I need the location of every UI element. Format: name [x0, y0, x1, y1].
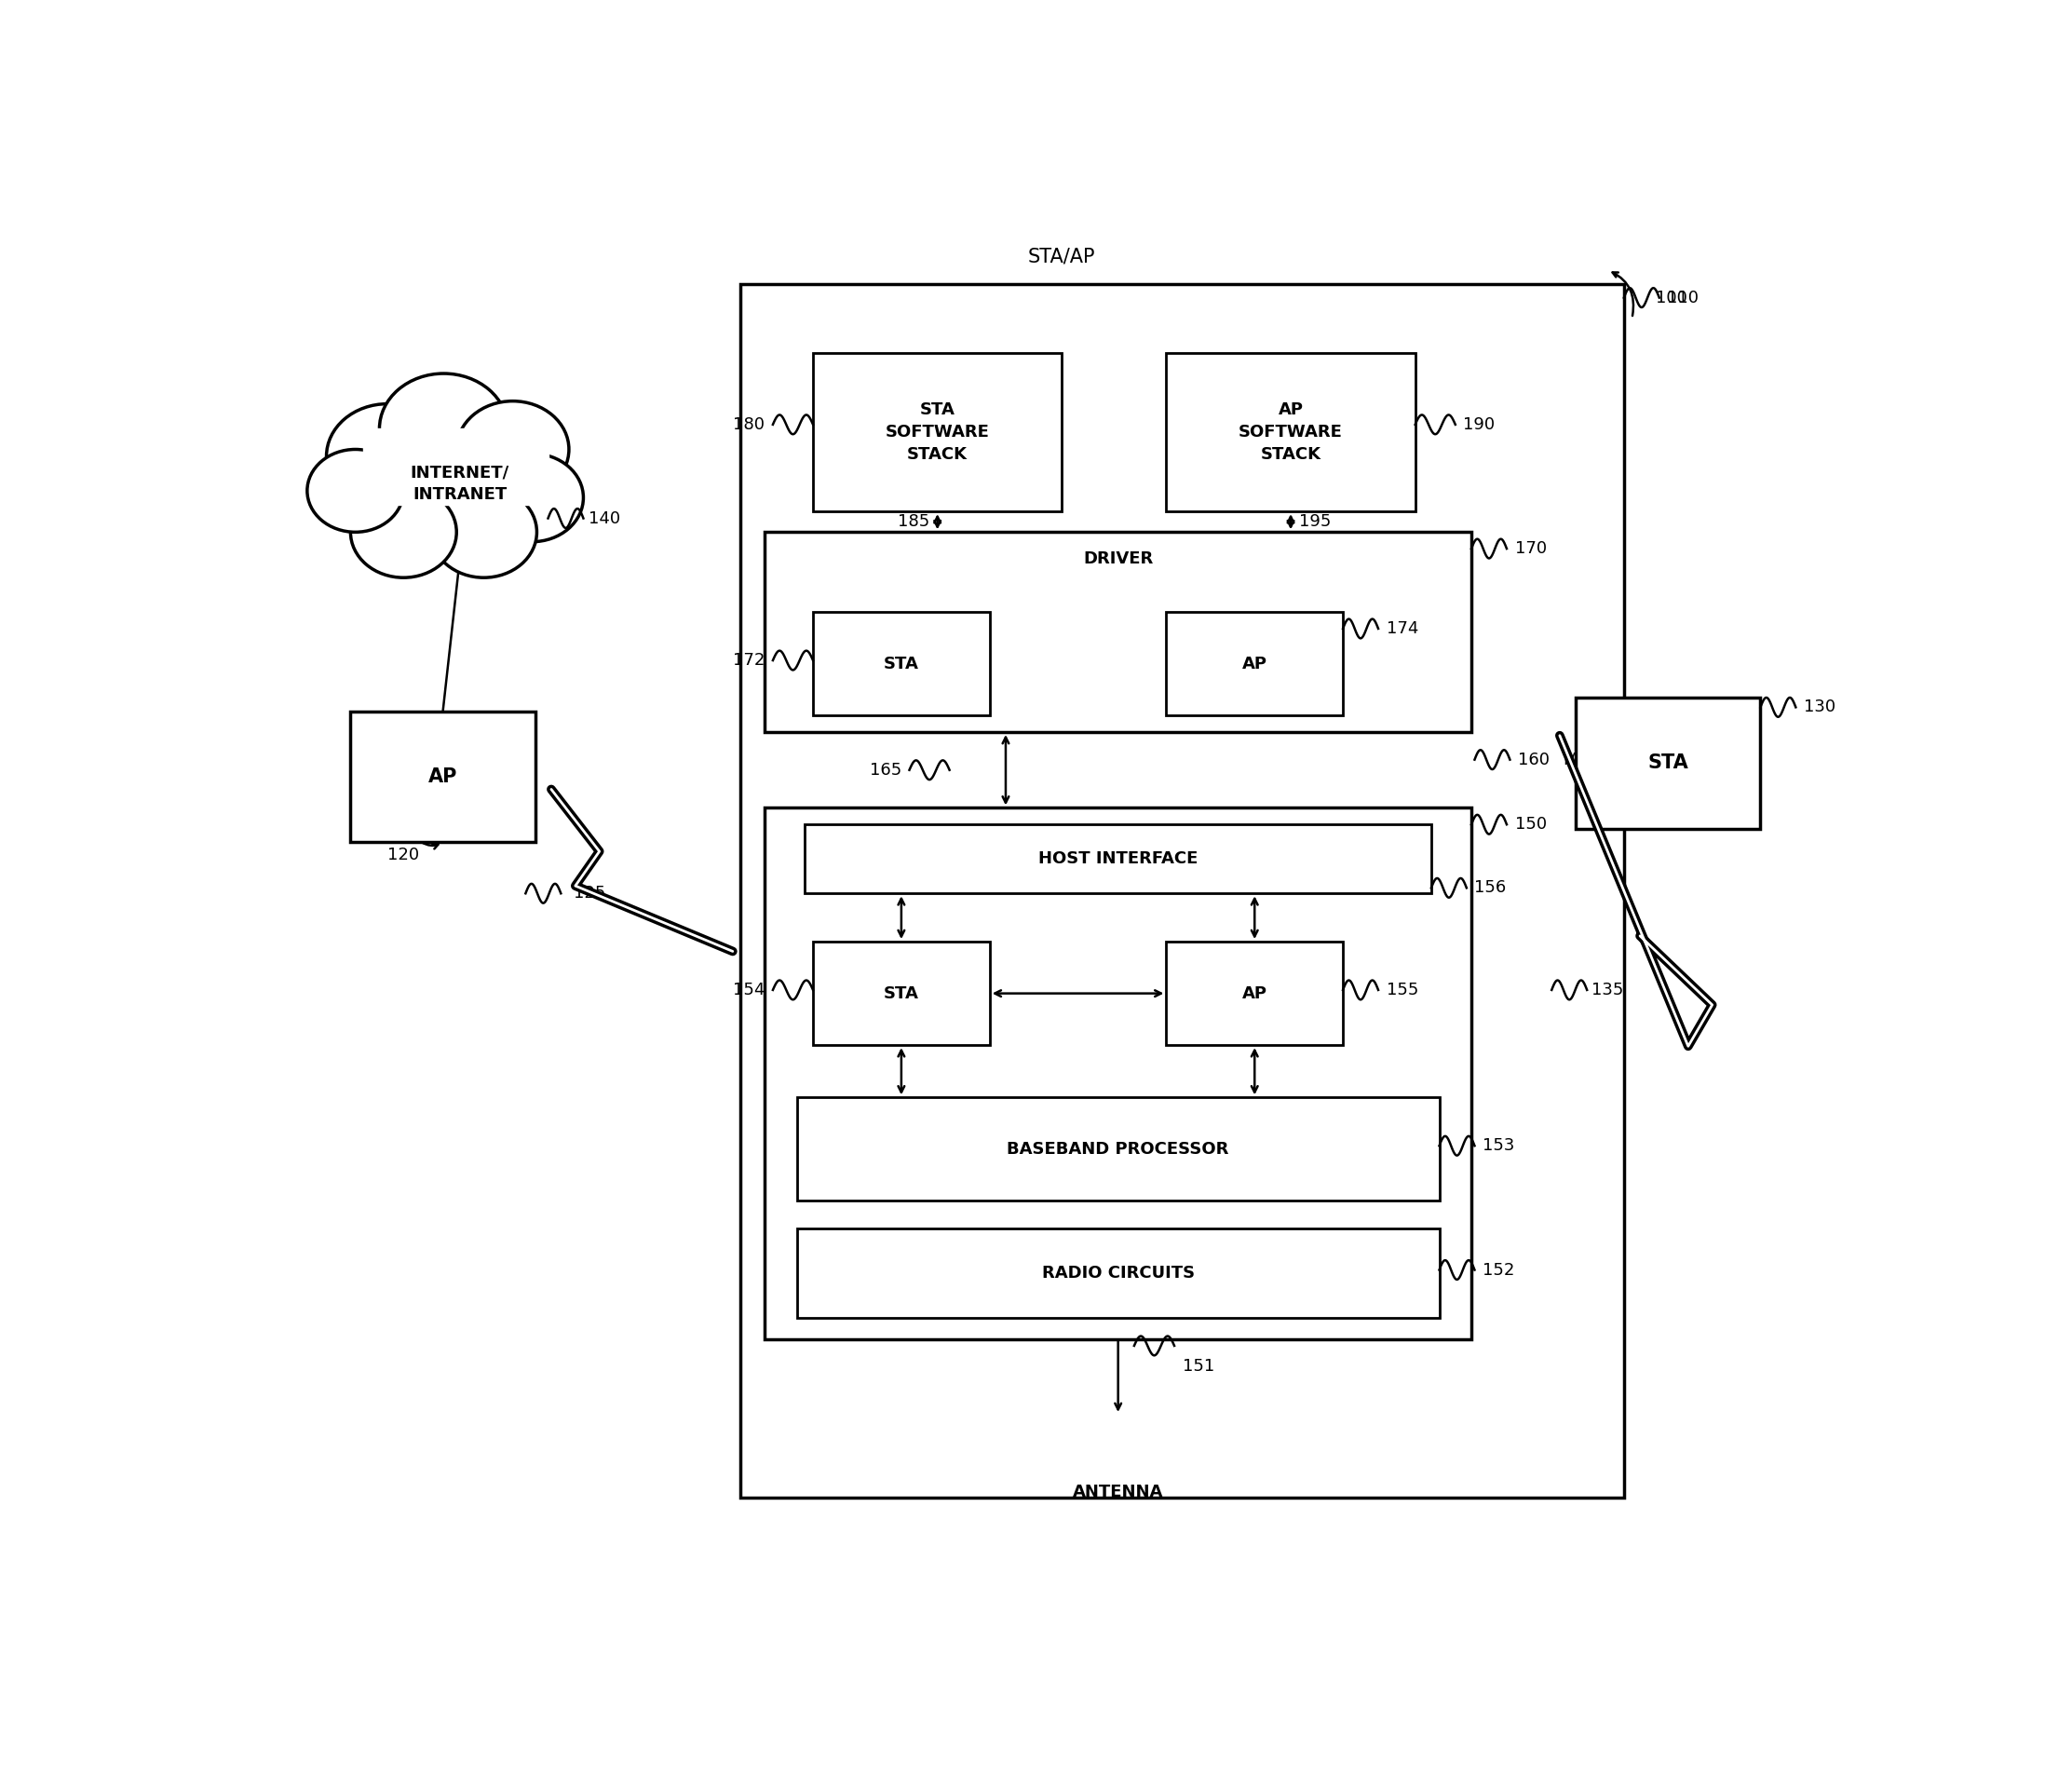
Text: AP: AP: [429, 768, 458, 786]
Text: 156: 156: [1475, 879, 1506, 896]
Bar: [1167, 613, 1343, 716]
Bar: [1167, 942, 1343, 1046]
Text: STA: STA: [883, 656, 920, 672]
Bar: [804, 824, 1432, 894]
Bar: [812, 353, 1063, 512]
Text: INTERNET/
INTRANET: INTERNET/ INTRANET: [410, 464, 510, 503]
Bar: [350, 711, 535, 842]
Text: 165: 165: [870, 761, 901, 779]
Circle shape: [350, 487, 456, 578]
Bar: [812, 613, 990, 716]
Bar: [798, 1098, 1440, 1202]
Text: STA: STA: [1647, 754, 1689, 772]
Text: BASEBAND PROCESSOR: BASEBAND PROCESSOR: [1007, 1141, 1229, 1157]
Text: STA: STA: [883, 985, 920, 1001]
Bar: [1577, 697, 1761, 829]
Bar: [742, 283, 1624, 1497]
Circle shape: [456, 401, 570, 498]
Text: HOST INTERFACE: HOST INTERFACE: [1038, 851, 1198, 867]
Text: AP: AP: [1241, 656, 1268, 672]
Circle shape: [456, 401, 570, 498]
Bar: [1167, 353, 1415, 512]
Text: 153: 153: [1484, 1137, 1515, 1153]
Text: 154: 154: [733, 981, 765, 998]
Text: 174: 174: [1386, 620, 1417, 638]
Circle shape: [327, 403, 448, 509]
Text: ANTENNA: ANTENNA: [1073, 1483, 1164, 1501]
Text: 190: 190: [1463, 416, 1496, 433]
Circle shape: [350, 487, 456, 578]
Circle shape: [431, 487, 537, 578]
Text: 135: 135: [1591, 981, 1624, 998]
Text: 110: 110: [1668, 290, 1699, 306]
Circle shape: [481, 453, 584, 541]
Text: 172: 172: [733, 652, 765, 668]
Circle shape: [481, 453, 584, 541]
Text: 151: 151: [1183, 1358, 1214, 1375]
Text: 155: 155: [1386, 981, 1417, 998]
Circle shape: [379, 374, 508, 484]
Text: 185: 185: [897, 514, 930, 530]
Bar: [812, 942, 990, 1046]
Text: MAC: MAC: [1562, 750, 1600, 768]
Text: 170: 170: [1515, 541, 1546, 557]
Text: 150: 150: [1515, 817, 1546, 833]
Text: AP
SOFTWARE
STACK: AP SOFTWARE STACK: [1239, 401, 1343, 462]
Text: 140: 140: [588, 510, 620, 527]
Circle shape: [379, 374, 508, 484]
Bar: [765, 808, 1471, 1340]
Text: STA/AP: STA/AP: [1028, 247, 1096, 265]
Text: 180: 180: [733, 416, 765, 433]
Circle shape: [307, 450, 404, 532]
Circle shape: [307, 450, 404, 532]
Bar: [1138, 536, 1475, 811]
Text: DRIVER: DRIVER: [1084, 550, 1154, 566]
Bar: [765, 532, 1471, 733]
Text: RADIO CIRCUITS: RADIO CIRCUITS: [1042, 1264, 1196, 1282]
Text: 160: 160: [1519, 750, 1550, 768]
Text: 100: 100: [1656, 290, 1687, 306]
Text: AP: AP: [1241, 985, 1268, 1001]
Text: 130: 130: [1805, 698, 1836, 716]
Circle shape: [431, 487, 537, 578]
Circle shape: [327, 403, 448, 509]
Polygon shape: [363, 428, 547, 505]
Text: STA
SOFTWARE
STACK: STA SOFTWARE STACK: [885, 401, 990, 462]
Bar: [798, 1229, 1440, 1318]
Text: 195: 195: [1299, 514, 1330, 530]
Text: ADAPTER: ADAPTER: [1073, 826, 1162, 842]
Text: 152: 152: [1484, 1261, 1515, 1279]
Text: 120: 120: [387, 847, 419, 863]
Text: 125: 125: [574, 885, 605, 903]
